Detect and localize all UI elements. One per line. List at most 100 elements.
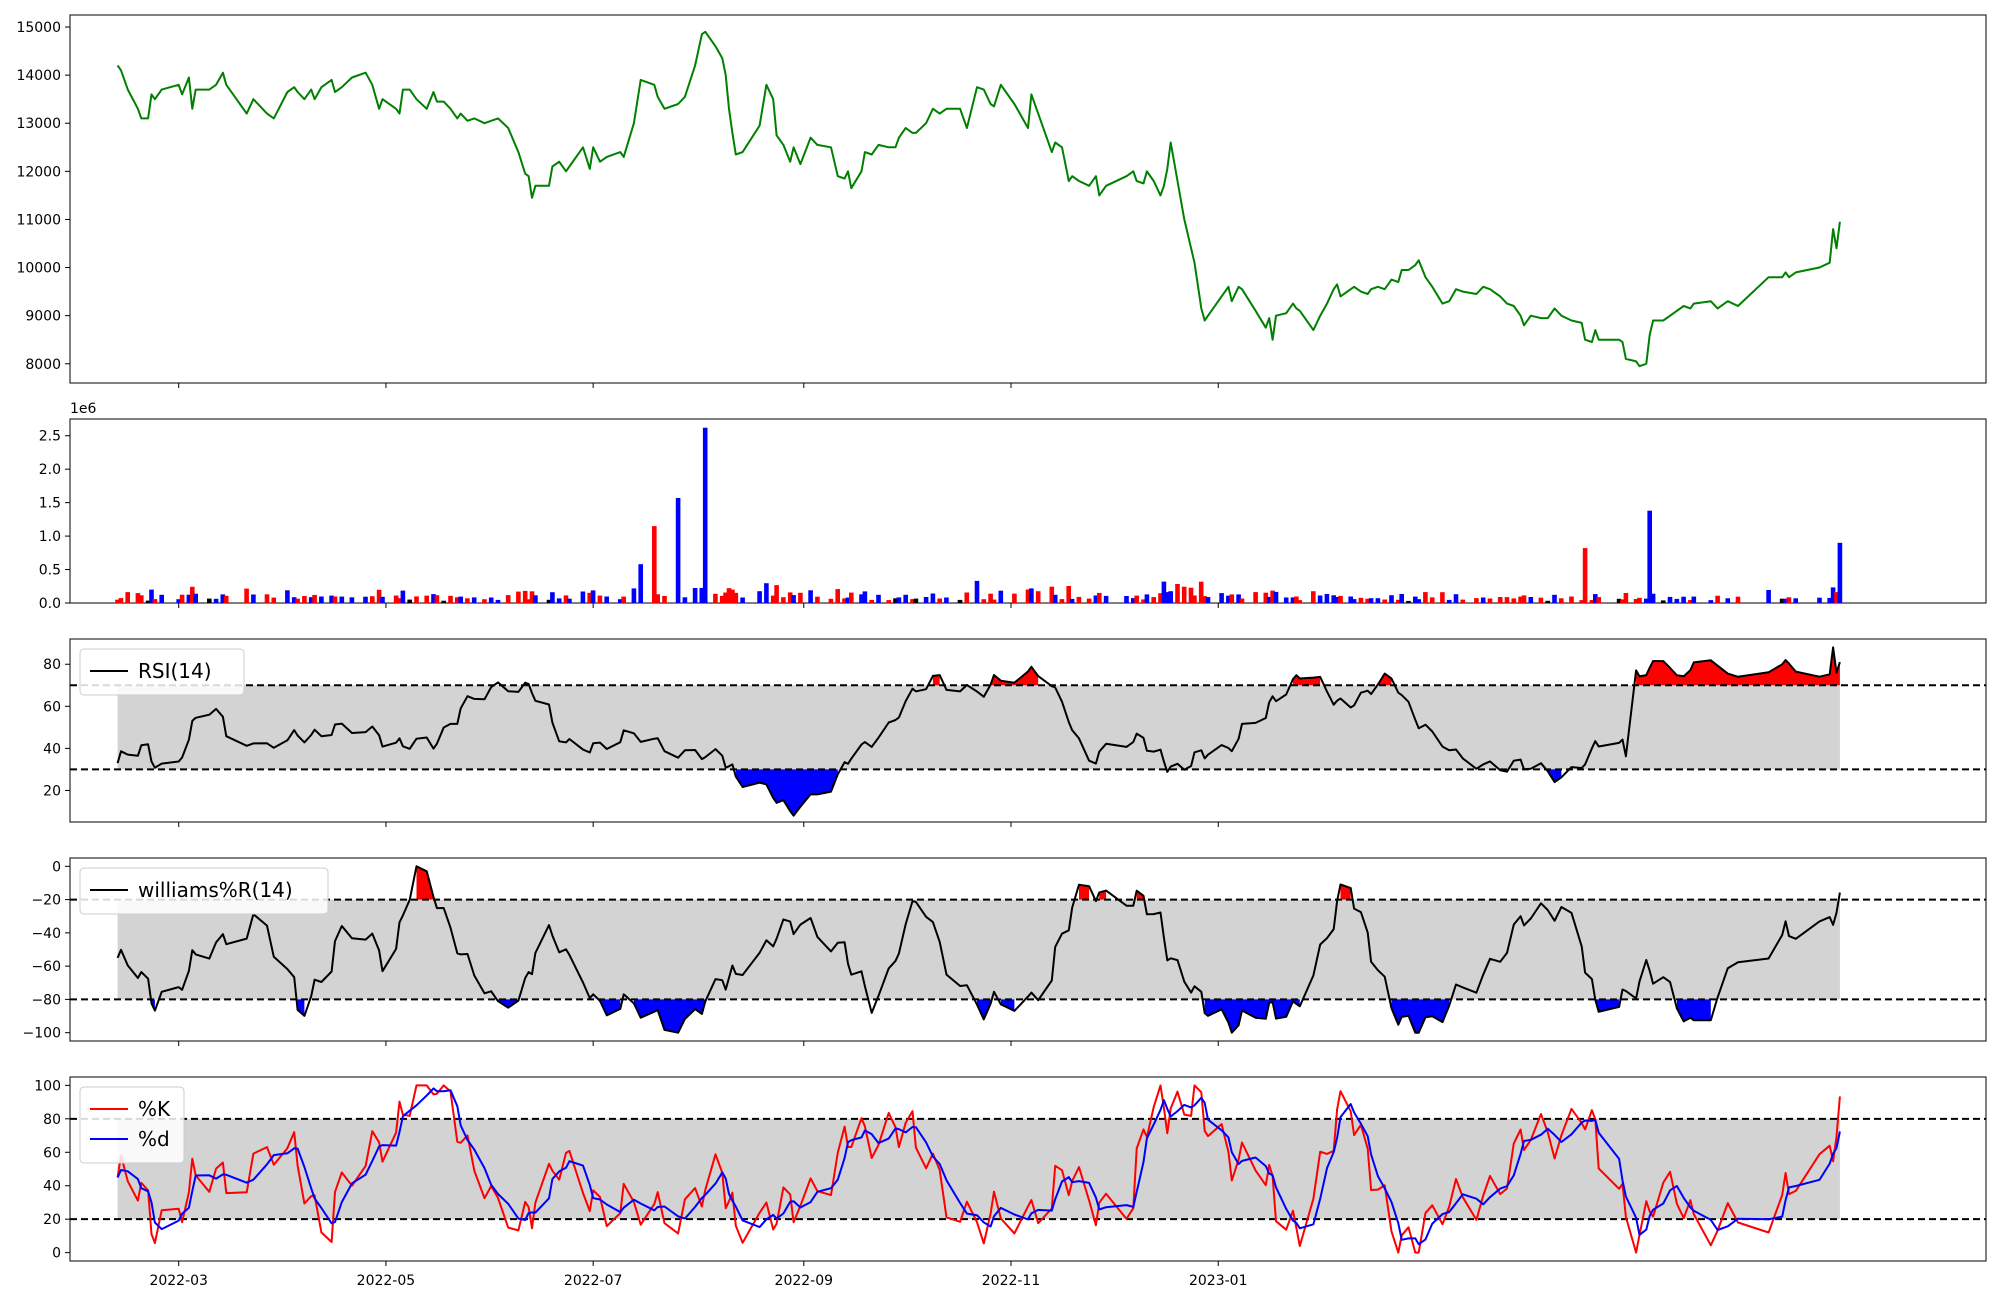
rsi-ytick-label: 60 [43, 699, 61, 715]
volume-bar [791, 595, 796, 603]
volume-bar [1198, 581, 1204, 603]
price-ytick-label: 13000 [16, 116, 61, 132]
volume-bar [1049, 586, 1055, 603]
volume-bar [370, 596, 375, 603]
volume-bar [1413, 596, 1418, 603]
volume-bar [1406, 600, 1411, 603]
oversold-fill [977, 999, 991, 1020]
stochastic-ytick-label: 40 [43, 1179, 61, 1195]
volume-bar [757, 591, 762, 603]
oversold-fill [735, 769, 838, 816]
volume-bar [1297, 600, 1303, 603]
volume-bar [699, 587, 705, 603]
volume-bar [849, 592, 854, 603]
volume-bar [1446, 599, 1452, 603]
volume-bar [1270, 590, 1275, 603]
volume-multiplier: 1e6 [70, 401, 97, 417]
volume-bar [1205, 597, 1211, 603]
volume-bar [441, 600, 446, 603]
volume-bar [1725, 598, 1731, 603]
volume-bar [244, 588, 249, 603]
volume-ytick-label: 1.5 [39, 496, 61, 512]
volume-bar [1226, 595, 1231, 603]
volume-bar [1382, 599, 1387, 603]
stochastic-ytick-label: 100 [34, 1078, 61, 1094]
williams-ytick-label: −40 [31, 926, 61, 942]
oversold-fill [1676, 999, 1711, 1022]
oversold-fill [1391, 999, 1450, 1033]
volume-bar [1552, 594, 1557, 603]
volume-bar [618, 599, 623, 603]
volume-bar [910, 599, 915, 603]
volume-bar [1066, 586, 1071, 603]
volume-bar [580, 591, 586, 603]
volume-bar [424, 595, 429, 603]
volume-bar [1830, 587, 1836, 603]
volume-bar [713, 593, 718, 603]
oversold-fill [1595, 999, 1620, 1012]
volume-bar [1691, 596, 1697, 603]
price-ytick-label: 9000 [25, 309, 61, 325]
volume-bar [529, 591, 535, 603]
legend-label: %K [138, 1097, 171, 1121]
rsi-line [116, 646, 1841, 817]
volume-bar [1076, 596, 1082, 603]
volume-bar [495, 599, 501, 603]
volume-bar [455, 597, 460, 603]
volume-bar [264, 594, 270, 603]
volume-bar [152, 599, 158, 603]
williams-ytick-label: −100 [23, 1026, 61, 1042]
overbought-fill [1340, 884, 1351, 900]
rsi-ytick-label: 80 [43, 657, 61, 673]
volume-bar [1637, 597, 1642, 603]
volume-bar [781, 597, 786, 603]
volume-ytick-label: 2.5 [39, 429, 61, 445]
volume-bar [223, 595, 229, 603]
volume-bar [1667, 596, 1673, 603]
volume-bar [186, 594, 192, 603]
volume-bar [505, 595, 511, 603]
volume-bar [190, 586, 195, 603]
volume-bar [981, 599, 987, 603]
volume-bar [550, 592, 555, 603]
volume-bar [1097, 592, 1102, 603]
volume-bar [1783, 598, 1788, 603]
volume-bar [702, 427, 708, 603]
stochastic-ytick-label: 20 [43, 1212, 61, 1228]
volume-bar [1144, 594, 1150, 603]
volume-bar [991, 599, 997, 603]
volume-bar [1582, 548, 1588, 603]
volume-bar [1644, 598, 1649, 603]
volume-bar [1263, 592, 1269, 603]
volume-bar [1596, 597, 1601, 603]
volume-bar [465, 598, 470, 603]
stochastic-d-line [116, 1087, 1841, 1246]
volume-bar [516, 591, 521, 603]
rsi-ytick-label: 20 [43, 783, 61, 799]
volume-bar [1715, 595, 1720, 603]
volume-bar [400, 590, 406, 603]
x-tick-label: 2022-05 [357, 1273, 416, 1289]
volume-bar [1253, 592, 1258, 603]
volume-ytick-label: 0.0 [39, 596, 61, 612]
volume-bar [798, 592, 803, 603]
volume-bar [1688, 600, 1693, 603]
volume-bar [597, 595, 603, 603]
legend-label: RSI(14) [138, 659, 212, 683]
volume-bar [363, 596, 368, 603]
volume-bar [1559, 598, 1564, 603]
volume-bar [842, 598, 847, 603]
x-tick-label: 2022-03 [149, 1273, 208, 1289]
x-tick-label: 2022-07 [564, 1273, 623, 1289]
volume-bar [213, 598, 219, 603]
volume-bar [859, 594, 864, 603]
volume-bar [896, 597, 902, 603]
oversold-fill [498, 999, 519, 1008]
volume-bar [675, 498, 681, 603]
volume-bar [652, 526, 657, 603]
volume-bar [1052, 594, 1058, 603]
volume-bar [135, 593, 141, 603]
x-tick-label: 2022-11 [982, 1273, 1041, 1289]
volume-bar [730, 589, 735, 603]
